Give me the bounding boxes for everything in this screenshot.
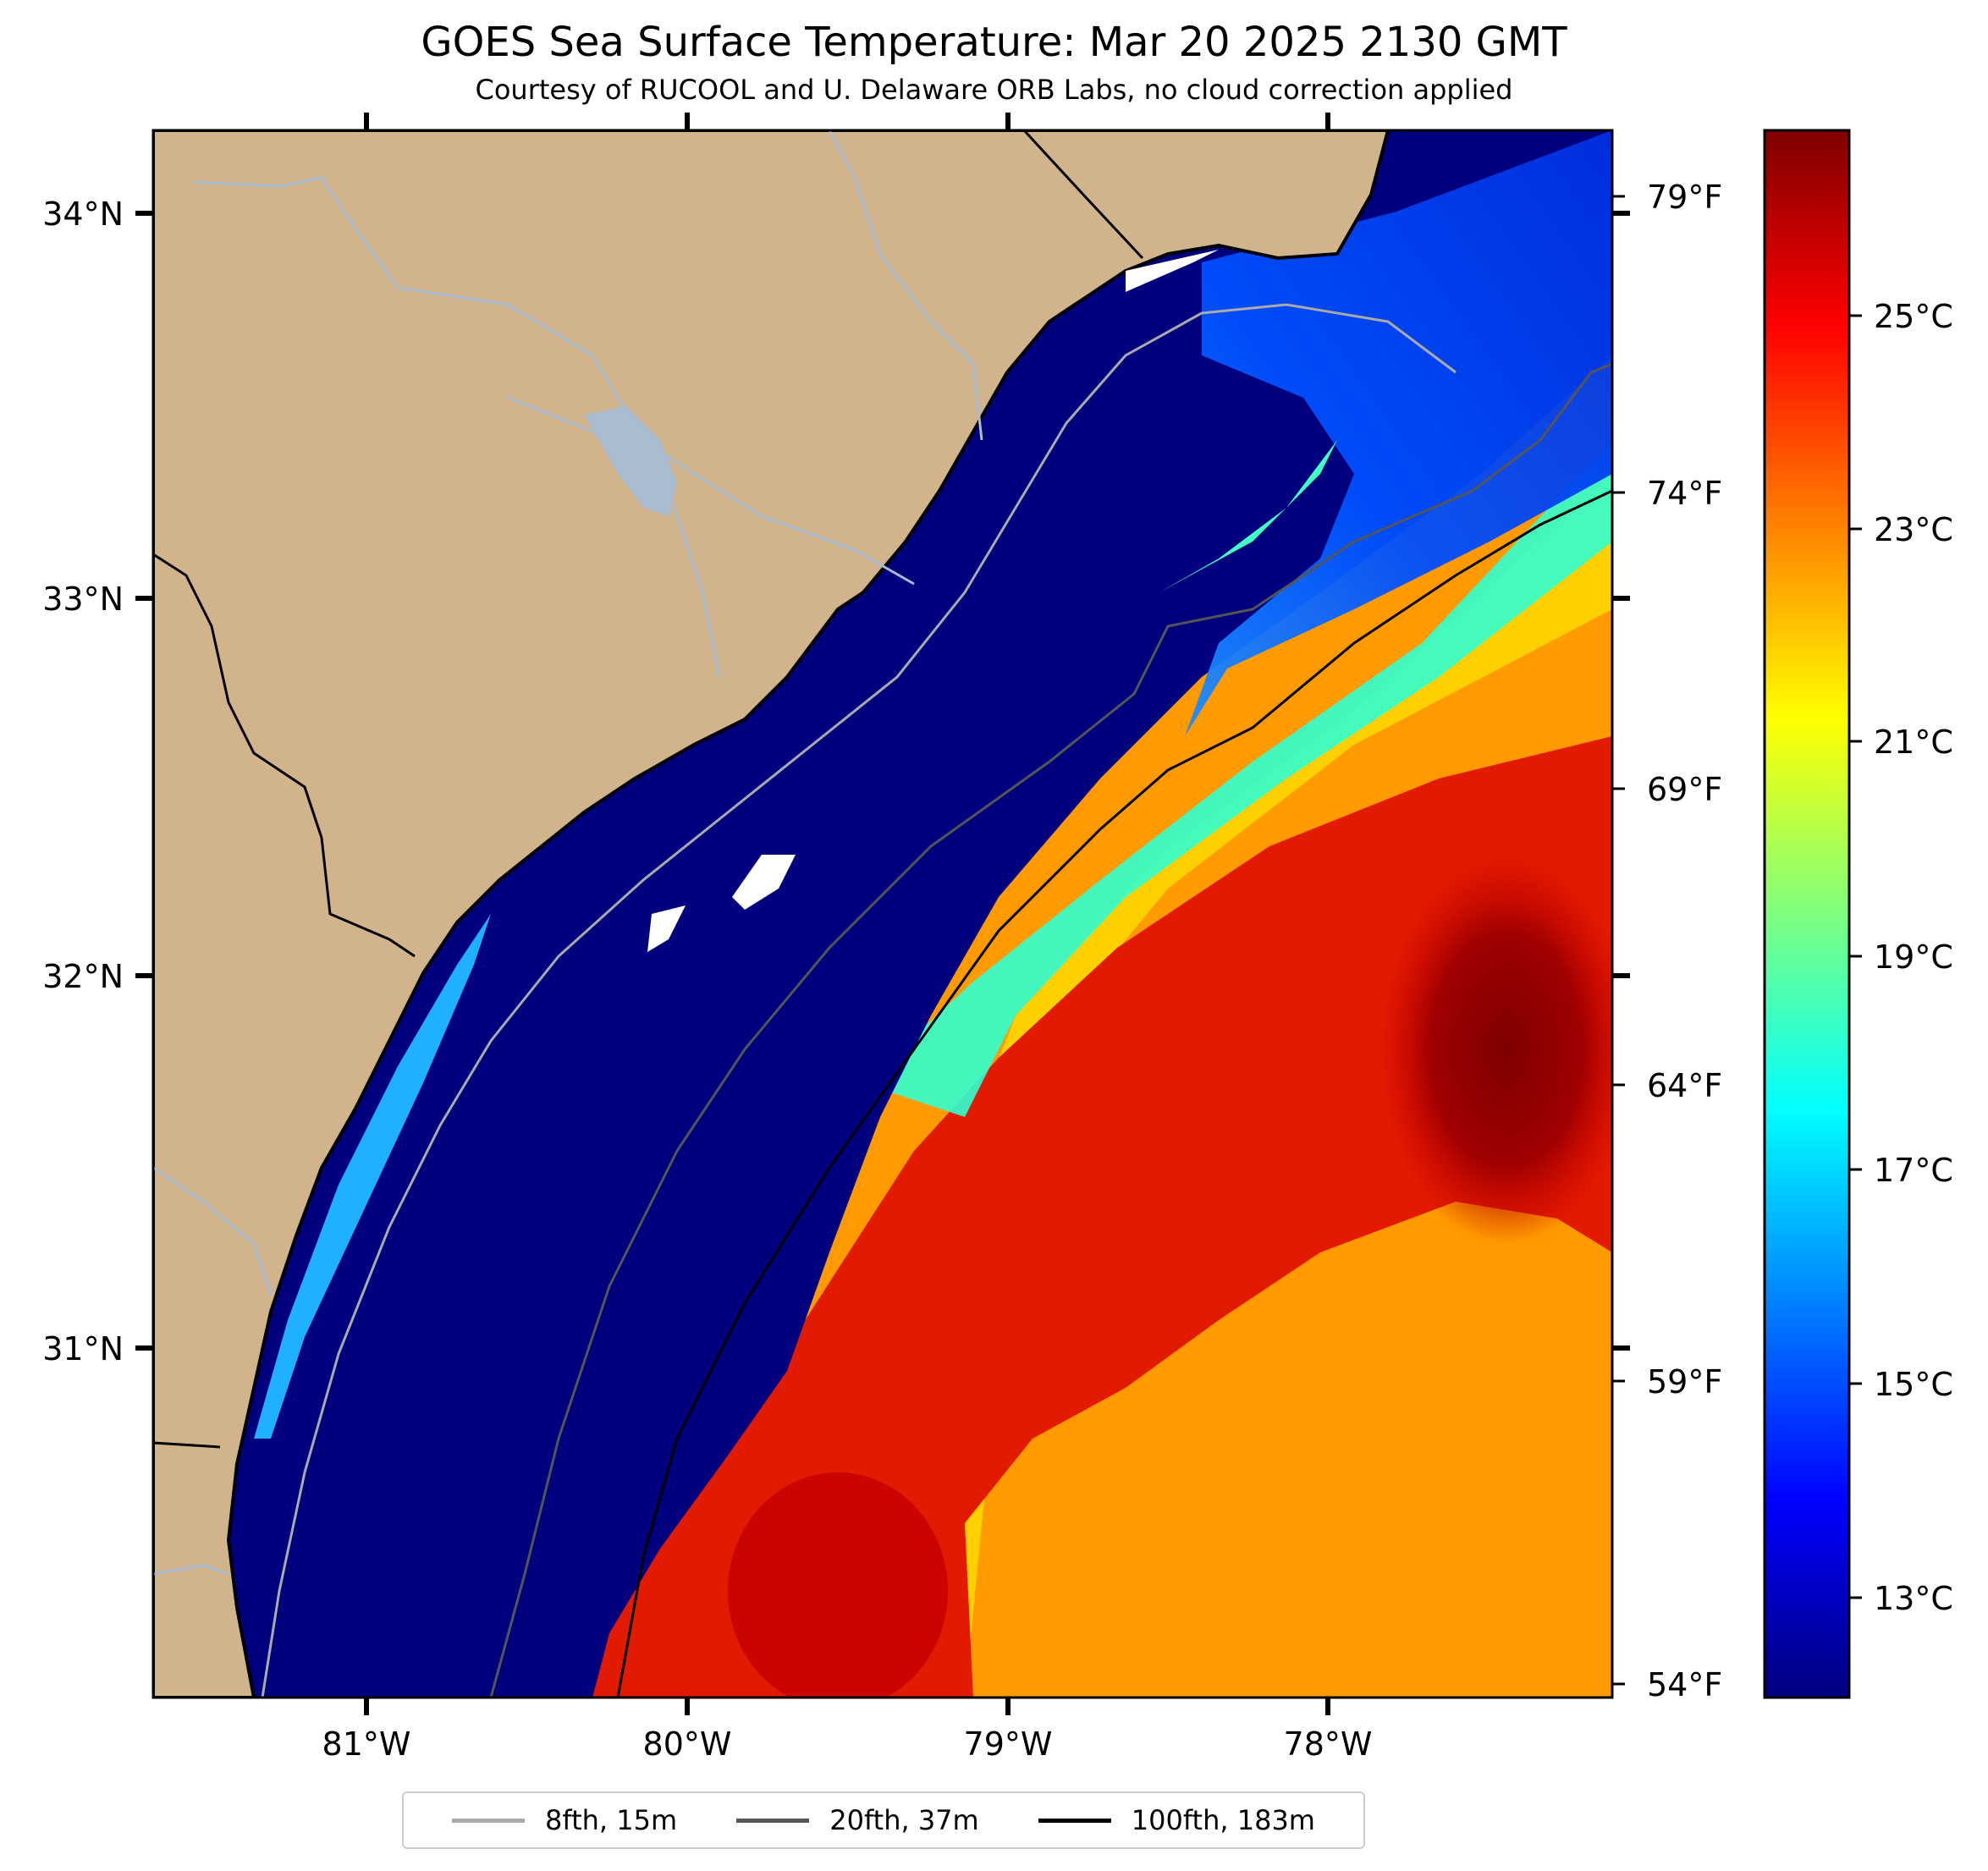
cbar-label-15: 15°C	[1874, 1366, 1953, 1403]
nearshore-cyan-strip	[254, 914, 491, 1439]
lon-ticks	[364, 113, 1330, 1715]
cbar-label-23: 23°C	[1874, 511, 1953, 548]
lat-label-33: 33°N	[42, 581, 124, 618]
blue-patch-northeast	[1185, 130, 1612, 736]
lon-label-80: 80°W	[643, 1725, 732, 1763]
legend-line-100fth	[1038, 1818, 1111, 1823]
hot-core-eddy	[1379, 855, 1612, 1244]
frontal-band-cyan	[863, 440, 1612, 1117]
legend-label-100fth: 100fth, 183m	[1131, 1804, 1315, 1836]
lat-ticks	[135, 211, 1630, 1351]
river-pee-dee	[194, 176, 915, 586]
legend-label-20fth: 20fth, 37m	[829, 1804, 979, 1836]
cloud-speck-1	[732, 855, 796, 910]
border-ga-sc	[153, 553, 416, 958]
contour-legend: 8fth, 15m 20fth, 37m 100fth, 183m	[402, 1791, 1365, 1849]
legend-line-8fth	[452, 1818, 526, 1823]
land-mass	[153, 130, 1390, 1698]
cloud-speck-2	[647, 905, 686, 952]
contour-8fth	[261, 303, 1457, 1698]
legend-item-100fth: 100fth, 183m	[1038, 1804, 1315, 1836]
legend-item-8fth: 8fth, 15m	[452, 1804, 677, 1836]
plot-frame	[151, 129, 1614, 1699]
state-borders	[153, 130, 1144, 1449]
nearshore-gap-1	[1126, 250, 1219, 292]
cbar-label-19: 19°C	[1874, 938, 1953, 976]
lon-label-79: 79°W	[964, 1725, 1053, 1763]
degf-label-79: 79°F	[1647, 179, 1722, 216]
legend-item-20fth: 20fth, 37m	[736, 1804, 979, 1836]
map-plot-area	[153, 130, 1612, 1698]
lat-label-31: 31°N	[42, 1330, 124, 1367]
degf-ticks	[1612, 195, 1625, 1686]
cbar-label-25: 25°C	[1874, 298, 1953, 335]
degf-label-64: 64°F	[1647, 1067, 1722, 1104]
colorbar	[1763, 129, 1851, 1699]
degf-label-69: 69°F	[1647, 771, 1722, 808]
lat-label-32: 32°N	[42, 958, 124, 995]
cbar-label-17: 17°C	[1874, 1152, 1953, 1189]
rivers	[153, 130, 983, 1576]
river-savannah	[153, 1166, 273, 1296]
legend-line-20fth	[736, 1818, 810, 1823]
legend-label-8fth: 8fth, 15m	[545, 1804, 678, 1836]
contour-100fth	[616, 489, 1612, 1698]
degf-label-74: 74°F	[1647, 475, 1722, 512]
map-title: GOES Sea Surface Temperature: Mar 20 202…	[421, 19, 1567, 66]
cbar-label-13: 13°C	[1874, 1580, 1953, 1617]
colorbar-ticks	[1849, 314, 1862, 1599]
cbar-label-21: 21°C	[1874, 724, 1953, 761]
river-st-marys	[153, 1564, 229, 1576]
lat-label-34: 34°N	[42, 195, 124, 233]
lon-label-78: 78°W	[1284, 1725, 1373, 1763]
degf-label-59: 59°F	[1647, 1363, 1722, 1400]
lake-marion	[584, 406, 677, 516]
degf-label-54: 54°F	[1647, 1666, 1722, 1703]
gulf-stream-red	[584, 736, 1612, 1698]
contour-20fth	[489, 362, 1612, 1698]
river-waccamaw	[828, 130, 983, 441]
border-fl-ga	[153, 1441, 221, 1449]
bathymetry-contours	[261, 303, 1612, 1698]
hot-patch-south	[728, 1472, 948, 1698]
map-subtitle: Courtesy of RUCOOL and U. Delaware ORB L…	[475, 74, 1513, 106]
border-nc-sc	[1022, 130, 1144, 260]
lon-label-81: 81°W	[322, 1725, 411, 1763]
